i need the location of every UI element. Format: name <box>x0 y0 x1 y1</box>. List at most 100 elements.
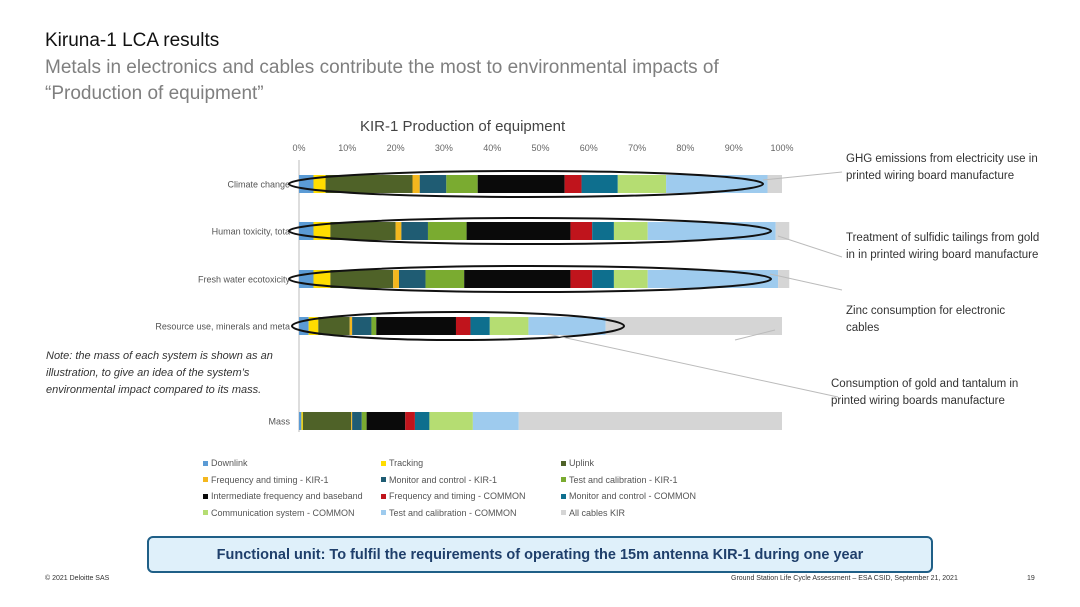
bar-segment <box>647 270 779 288</box>
legend-label: Frequency and timing - KIR-1 <box>211 474 329 485</box>
legend-swatch <box>203 510 208 515</box>
legend-swatch <box>381 493 386 499</box>
category-label: Resource use, minerals and meta <box>155 322 290 332</box>
annotation-sulfidic-tailings: Treatment of sulfidic tailings from gold… <box>846 232 1040 261</box>
bar-segment <box>455 317 471 335</box>
bar-segment <box>330 222 396 240</box>
legend-label: Communication system - COMMON <box>211 507 355 518</box>
legend-item: Monitor and control - KIR-1 <box>381 475 497 485</box>
legend-label: Test and calibration - KIR-1 <box>569 474 678 485</box>
bar-segment <box>351 412 353 430</box>
bar-segment <box>414 412 430 430</box>
bar-segment <box>299 317 309 335</box>
legend-item: All cables KIR <box>561 508 625 518</box>
bar-segment <box>570 222 593 240</box>
bar-segment <box>429 412 473 430</box>
bar-segment <box>395 222 402 240</box>
bar-segment <box>313 270 331 288</box>
slide-subtitle: Metals in electronics and cables contrib… <box>45 57 719 104</box>
x-tick-label: 10% <box>338 143 356 153</box>
bar-segment <box>349 317 353 335</box>
legend-label: Uplink <box>569 458 595 468</box>
footer-caption: Ground Station Life Cycle Assessment – E… <box>731 575 958 582</box>
legend-label: Downlink <box>211 458 248 468</box>
legend-item: Uplink <box>561 458 594 468</box>
x-tick-label: 20% <box>387 143 405 153</box>
legend-swatch <box>381 477 386 482</box>
legend-swatch <box>561 493 566 499</box>
callout-line <box>762 171 843 181</box>
legend-item: Test and calibration - COMMON <box>381 508 517 518</box>
legend-item: Intermediate frequency and baseband <box>203 491 363 501</box>
callout-line <box>777 235 843 258</box>
bar-segment <box>330 270 394 288</box>
bar-segment <box>464 270 571 288</box>
callout-line <box>769 273 843 291</box>
x-tick-label: 100% <box>770 143 793 153</box>
bar-segment <box>376 317 456 335</box>
bar-segment <box>767 175 782 193</box>
highlight-ellipse <box>291 311 625 341</box>
bar-segment <box>398 270 426 288</box>
x-tick-label: 30% <box>435 143 453 153</box>
bar-segment <box>371 317 377 335</box>
annotation-ghg: GHG emissions from electricity use in pr… <box>846 153 1038 182</box>
x-tick-label: 70% <box>628 143 646 153</box>
bar-segment <box>401 222 428 240</box>
bar-segment <box>301 412 303 430</box>
category-label: Mass <box>268 417 290 427</box>
legend-item: Test and calibration - KIR-1 <box>561 475 678 485</box>
legend-label: Test and calibration - COMMON <box>389 507 517 518</box>
legend-swatch <box>203 460 208 466</box>
legend-item: Monitor and control - COMMON <box>561 491 696 501</box>
x-tick-label: 80% <box>676 143 694 153</box>
legend-label: Monitor and control - KIR-1 <box>389 474 498 485</box>
legend-item: Frequency and timing - COMMON <box>381 491 526 501</box>
bar-segment <box>419 175 447 193</box>
legend-swatch <box>381 510 386 515</box>
x-tick-label: 50% <box>531 143 549 153</box>
highlight-ellipse <box>288 170 764 198</box>
bar-segment <box>477 175 565 193</box>
legend-swatch <box>561 460 566 466</box>
bar-segment <box>427 222 467 240</box>
bar-segment <box>778 270 790 288</box>
highlight-ellipse <box>288 217 772 245</box>
legend-swatch <box>203 493 208 499</box>
legend-swatch <box>203 477 208 482</box>
bar-segment <box>489 317 529 335</box>
legend-swatch <box>381 460 386 466</box>
bar-segment <box>325 175 413 193</box>
bar-segment <box>470 317 490 335</box>
bar-segment <box>605 317 782 335</box>
chart-title: KIR-1 Production of equipment <box>360 118 566 135</box>
legend-item: Communication system - COMMON <box>203 508 355 518</box>
legend-swatch <box>561 510 566 515</box>
bar-segment <box>613 270 648 288</box>
slide-title: Kiruna-1 LCA results <box>45 30 220 51</box>
x-tick-label: 60% <box>580 143 598 153</box>
functional-unit-text: Functional unit: To fulfil the requireme… <box>216 546 864 563</box>
page-number: 19 <box>1027 575 1035 582</box>
x-tick-label: 0% <box>292 143 305 153</box>
x-tick-label: 40% <box>483 143 501 153</box>
bar-segment <box>352 412 362 430</box>
footer-copyright: © 2021 Deloitte SAS <box>45 575 110 582</box>
functional-unit-box: Functional unit: To fulfil the requireme… <box>147 536 933 573</box>
legend-item: Frequency and timing - KIR-1 <box>203 475 329 485</box>
category-label: Human toxicity, tota <box>212 227 290 237</box>
bar-segment <box>592 270 614 288</box>
bar-segment <box>318 317 350 335</box>
stacked-bar-chart: 0% 10% 20% 30% 40% 50% 60% 70% 80% 90% 100% Climate… <box>155 143 843 432</box>
bar-segment <box>518 412 782 430</box>
bar-segment <box>313 175 326 193</box>
bar-segment <box>405 412 415 430</box>
annotation-gold-tantalum: Consumption of gold and tantalum in prin… <box>831 378 1019 407</box>
bar-segment <box>352 317 372 335</box>
bar-segment <box>302 412 352 430</box>
bar-segment <box>570 270 593 288</box>
callout-line <box>547 333 839 398</box>
callout-line <box>734 329 776 341</box>
bar-segment <box>393 270 399 288</box>
legend-label: Tracking <box>389 458 424 468</box>
